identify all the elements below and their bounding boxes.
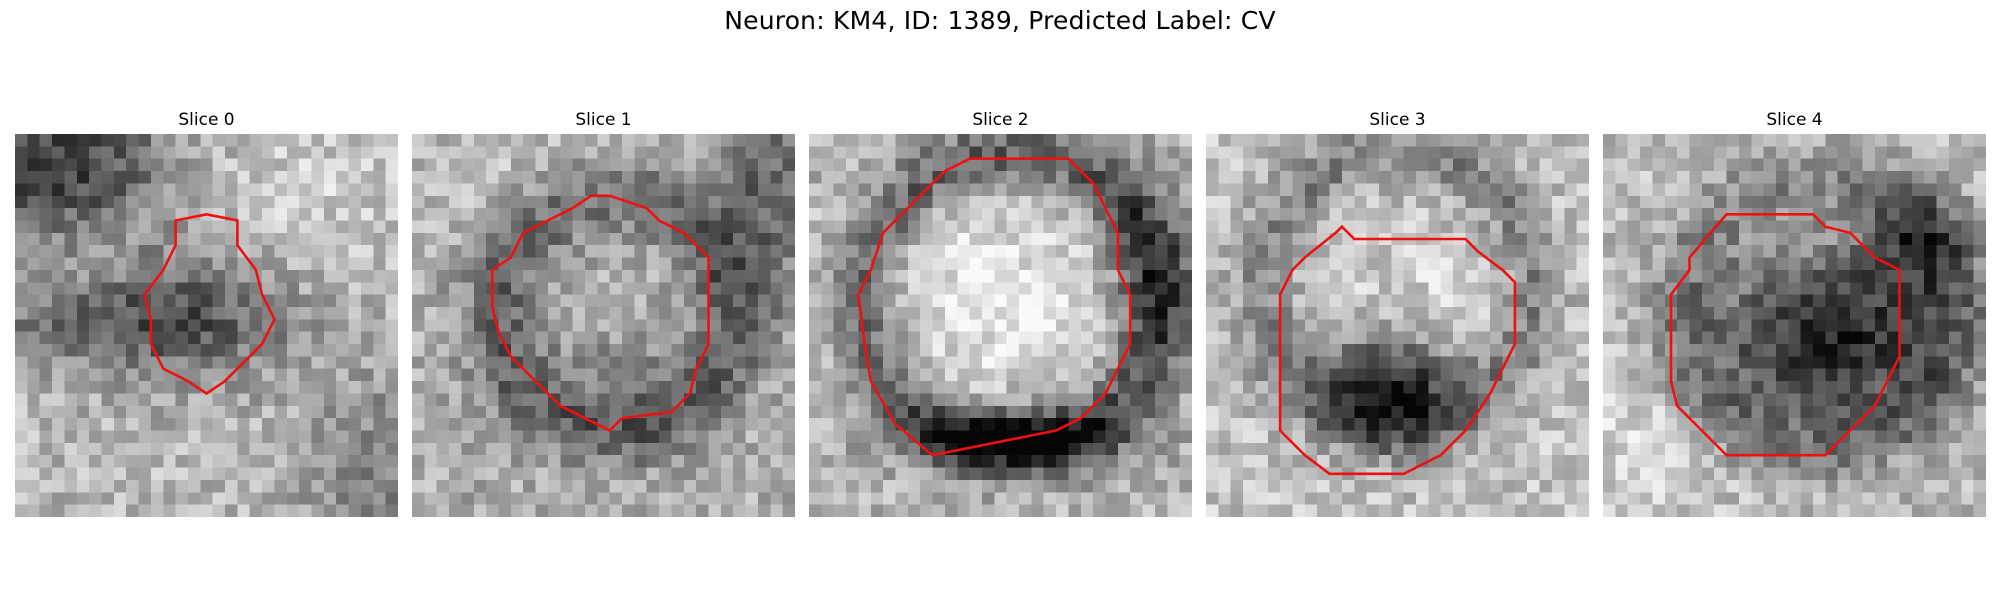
slice-image-0 (15, 134, 398, 517)
slice-image-2 (809, 134, 1192, 517)
slice-title: Slice 3 (1369, 110, 1426, 130)
slice-image-1 (412, 134, 795, 517)
slice-panel-2: Slice 2 (809, 110, 1192, 517)
slice-title: Slice 4 (1766, 110, 1823, 130)
slice-panel-1: Slice 1 (412, 110, 795, 517)
slice-image-4 (1603, 134, 1986, 517)
slice-image-3 (1206, 134, 1589, 517)
segmentation-contour (1669, 213, 1901, 457)
slice-title: Slice 0 (178, 110, 235, 130)
slice-title: Slice 1 (575, 110, 632, 130)
segmentation-contour (1278, 224, 1517, 476)
slice-panel-3: Slice 3 (1206, 110, 1589, 517)
figure-title: Neuron: KM4, ID: 1389, Predicted Label: … (724, 6, 1276, 35)
slice-title: Slice 2 (972, 110, 1029, 130)
segmentation-contour (491, 194, 710, 433)
segmentation-contour (857, 157, 1132, 457)
slice-panel-4: Slice 4 (1603, 110, 1986, 517)
slice-panel-0: Slice 0 (15, 110, 398, 517)
segmentation-contour (143, 212, 276, 396)
